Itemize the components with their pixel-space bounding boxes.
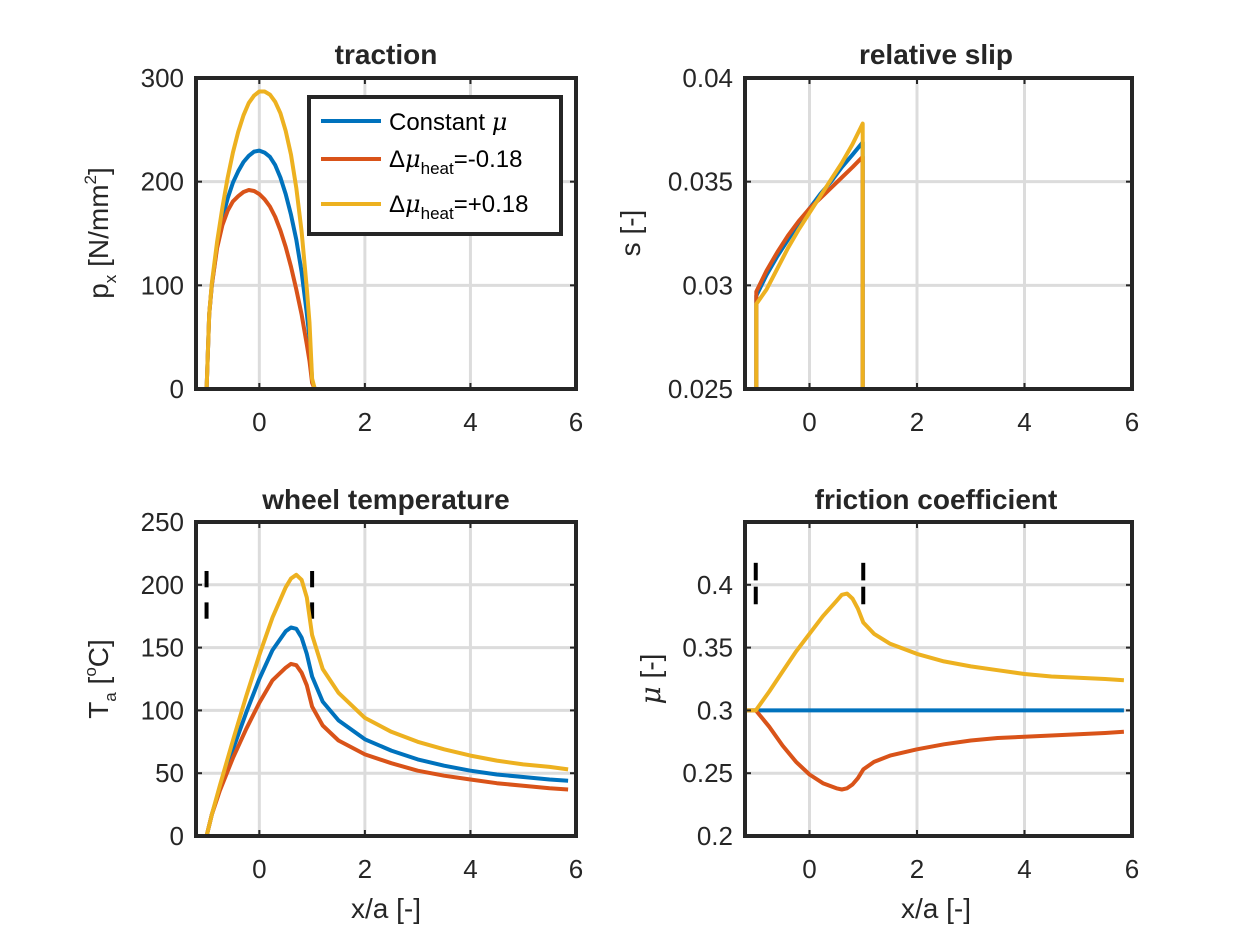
y-axis-label: px [N/mm2]: [81, 167, 120, 299]
chart-title: wheel temperature: [261, 484, 509, 515]
series-line: [196, 572, 569, 838]
x-tick-label: 2: [910, 407, 924, 437]
x-tick-label: 0: [252, 407, 266, 437]
dashed-markers: [753, 562, 866, 605]
x-axis-label: x/a [-]: [901, 893, 971, 924]
chart-title: friction coefficient: [815, 484, 1058, 515]
x-tick-label: 2: [910, 854, 924, 884]
series-line: [196, 625, 569, 838]
y-tick-label: 200: [141, 570, 184, 600]
y-axis-label: μ [-]: [634, 654, 667, 705]
y-tick-label: 0.25: [682, 758, 733, 788]
x-tick-label: 6: [1125, 854, 1139, 884]
panel-wheel-temperature: wheel temperature 0 2 4 6 0 50 100 150 200 250 Ta…: [81, 484, 583, 924]
legend: Constant μ Δμheat=-0.18 Δμheat=+0.18: [307, 95, 563, 236]
x-tick-label: 0: [252, 854, 266, 884]
series-line: [196, 89, 576, 391]
x-tick-label: 6: [1125, 407, 1139, 437]
plot-series: [745, 591, 1125, 792]
y-tick-label: 300: [141, 63, 184, 93]
axes-box: [194, 76, 578, 391]
y-tick-label: 0.03: [682, 270, 733, 300]
y-tick-label: 0.025: [668, 374, 733, 404]
x-tick-label: 4: [1017, 407, 1031, 437]
legend-label-plus: Δμheat=+0.18: [389, 190, 528, 223]
panel-relative-slip: relative slip 0 2 4 6 0.025 0.03 0.035 0.04 s […: [615, 39, 1139, 437]
dashed-markers: [204, 570, 315, 619]
y-tick-label: 0.35: [682, 633, 733, 663]
axes-box: [194, 520, 578, 838]
x-tick-label: 6: [569, 854, 583, 884]
x-tick-label: 2: [358, 407, 372, 437]
x-tick-label: 4: [463, 407, 477, 437]
legend-label-minus: Δμheat=-0.18: [389, 145, 522, 178]
panel-traction: traction 0 2 4 6 0 100 200 300 px [N/mm2] Const…: [81, 39, 583, 437]
y-tick-label: 50: [155, 758, 184, 788]
grid-lines: [745, 78, 1132, 389]
tick-labels: 0 2 4 6 0.2 0.25 0.3 0.35 0.4: [682, 522, 1139, 884]
x-axis-label: x/a [-]: [351, 893, 421, 924]
x-tick-label: 0: [802, 407, 816, 437]
series-line: [745, 591, 1125, 713]
series-line: [754, 121, 865, 389]
tick-labels: 0 2 4 6 0.025 0.03 0.035 0.04: [668, 63, 1139, 437]
axes-box: [743, 520, 1134, 838]
series-line: [196, 661, 569, 838]
chart-title: relative slip: [859, 39, 1013, 70]
axes-box: [743, 76, 1134, 391]
y-axis-label: s [-]: [615, 210, 646, 257]
y-tick-label: 0.2: [697, 821, 733, 851]
y-tick-label: 0.04: [682, 63, 733, 93]
y-tick-label: 0.4: [697, 570, 733, 600]
tick-labels: 0 2 4 6 0 50 100 150 200 250: [141, 507, 584, 884]
y-tick-label: 100: [141, 695, 184, 725]
x-tick-label: 2: [358, 854, 372, 884]
y-tick-label: 0.3: [697, 695, 733, 725]
x-tick-label: 4: [1017, 854, 1031, 884]
plot-series: [754, 121, 865, 389]
plot-series: [196, 89, 576, 391]
y-tick-label: 250: [141, 507, 184, 537]
y-tick-label: 0: [170, 374, 184, 404]
y-axis-label: Ta [oC]: [81, 639, 120, 719]
y-tick-label: 150: [141, 633, 184, 663]
series-line: [745, 708, 1125, 792]
x-tick-label: 6: [569, 407, 583, 437]
series-line: [754, 154, 865, 389]
y-tick-label: 0: [170, 821, 184, 851]
plot-series: [196, 572, 569, 838]
chart-title: traction: [335, 39, 438, 70]
tick-labels: 0 2 4 6 0 100 200 300: [141, 63, 584, 437]
legend-label-constant: Constant μ: [389, 108, 507, 136]
y-tick-label: 0.035: [668, 167, 733, 197]
x-tick-label: 4: [463, 854, 477, 884]
panel-friction-coefficient: friction coefficient 0 2 4 60.20.250.30.350…: [634, 484, 1139, 924]
x-tick-label: 0: [802, 854, 816, 884]
y-tick-label: 200: [141, 167, 184, 197]
y-tick-label: 100: [141, 270, 184, 300]
